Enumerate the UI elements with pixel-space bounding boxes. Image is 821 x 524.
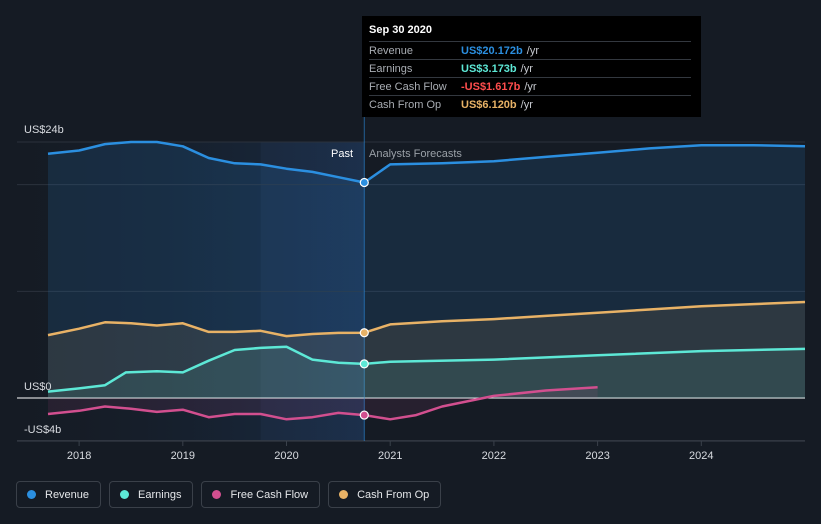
- legend-item-cash-from-op[interactable]: Cash From Op: [328, 481, 442, 508]
- tooltip-label: Free Cash Flow: [369, 80, 447, 93]
- legend-label: Free Cash Flow: [230, 488, 309, 501]
- legend-dot-icon: [27, 490, 36, 499]
- tooltip-value: US$20.172b: [461, 44, 523, 57]
- tooltip: Sep 30 2020 Revenue US$20.172b/yr Earnings…: [362, 16, 701, 117]
- marker-cash-from-op: [359, 328, 369, 338]
- x-tick-label: 2021: [378, 450, 402, 462]
- tooltip-label: Cash From Op: [369, 98, 442, 111]
- area-free-cash-flow: [48, 387, 598, 420]
- legend: Revenue Earnings Free Cash Flow Cash From O…: [16, 481, 442, 508]
- x-tick-label: 2018: [67, 450, 91, 462]
- tooltip-label: Earnings: [369, 62, 413, 75]
- tooltip-row-earnings: Earnings US$3.173b/yr: [369, 59, 691, 77]
- tooltip-value: US$6.120b: [461, 98, 517, 111]
- legend-dot-icon: [339, 490, 349, 499]
- tooltip-date: Sep 30 2020: [369, 24, 432, 36]
- legend-label: Revenue: [45, 488, 90, 501]
- tooltip-unit: /yr: [520, 62, 533, 75]
- tooltip-row-revenue: Revenue US$20.172b/yr: [369, 41, 691, 59]
- x-tick-label: 2023: [585, 450, 609, 462]
- forecast-label: Analysts Forecasts: [369, 148, 462, 160]
- tooltip-unit: /yr: [524, 80, 537, 93]
- area-cash-from-op: [48, 302, 805, 398]
- chart-area: US$24b US$0 -US$4b Past Analysts Forecas…: [17, 117, 806, 462]
- x-tick-label: 2020: [274, 450, 298, 462]
- line-free-cash-flow: [47, 386, 598, 421]
- line-cash-from-op: [47, 300, 806, 338]
- tooltip-value: -US$1.617b: [461, 80, 521, 93]
- legend-label: Earnings: [138, 488, 182, 501]
- legend-item-free-cash-flow[interactable]: Free Cash Flow: [201, 481, 321, 508]
- y-label-bottom: -US$4b: [24, 424, 61, 436]
- area-earnings: [48, 346, 805, 398]
- area-revenue: [48, 142, 805, 398]
- line-earnings: [47, 345, 806, 393]
- legend-item-revenue[interactable]: Revenue: [16, 481, 102, 508]
- x-tick-label: 2019: [171, 450, 195, 462]
- tooltip-value: US$3.173b: [461, 62, 517, 75]
- marker-revenue: [359, 177, 369, 188]
- x-tick-label: 2024: [689, 450, 713, 462]
- past-label: Past: [331, 148, 353, 160]
- line-revenue: [47, 140, 806, 184]
- legend-dot-icon: [120, 490, 130, 499]
- tooltip-unit: /yr: [526, 44, 539, 57]
- tooltip-row-cash-from-op: Cash From Op US$6.120b/yr: [369, 95, 691, 113]
- legend-label: Cash From Op: [357, 488, 430, 501]
- marker-free-cash-flow: [359, 410, 369, 420]
- y-label-top: US$24b: [24, 124, 64, 136]
- tooltip-row-free-cash-flow: Free Cash Flow -US$1.617b/yr: [369, 77, 691, 95]
- marker-earnings: [359, 359, 369, 369]
- legend-item-earnings[interactable]: Earnings: [109, 481, 194, 508]
- legend-dot-icon: [212, 490, 222, 499]
- tooltip-unit: /yr: [520, 98, 533, 111]
- tooltip-label: Revenue: [369, 44, 414, 57]
- y-label-zero: US$0: [24, 381, 52, 393]
- x-tick-label: 2022: [482, 450, 506, 462]
